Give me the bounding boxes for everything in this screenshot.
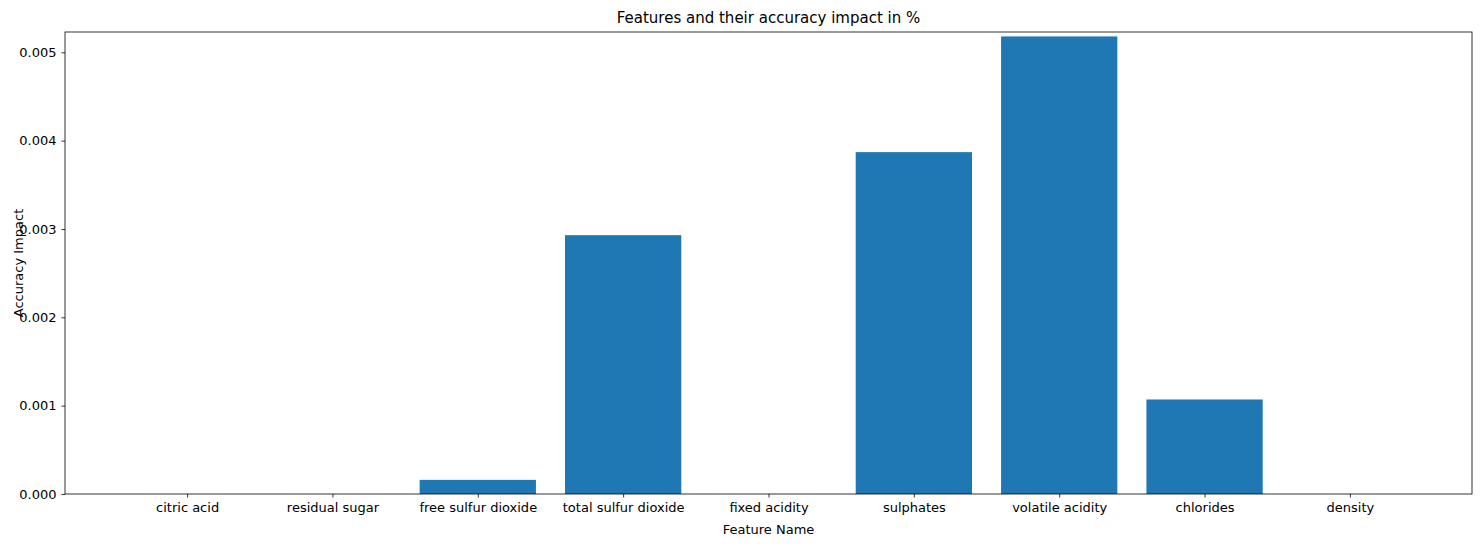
x-tick-label: volatile acidity xyxy=(1012,500,1107,515)
x-tick: fixed acidity xyxy=(729,494,809,515)
x-axis: citric acid residual sugar free sulfur dio… xyxy=(156,494,1374,515)
x-axis-title: Feature Name xyxy=(723,522,815,537)
x-tick-label: fixed acidity xyxy=(729,500,809,515)
x-tick-label: citric acid xyxy=(156,500,219,515)
frame xyxy=(65,32,1472,494)
y-tick-mark xyxy=(62,494,66,495)
y-tick-label: 0.004 xyxy=(19,133,56,148)
x-tick: volatile acidity xyxy=(1012,494,1107,515)
x-tick-label: sulphates xyxy=(883,500,946,515)
x-tick-mark xyxy=(1059,494,1060,498)
y-tick-mark xyxy=(62,229,66,230)
x-tick: chlorides xyxy=(1176,494,1235,515)
y-tick: 0.004 xyxy=(19,133,65,148)
x-tick-label: total sulfur dioxide xyxy=(563,500,685,515)
y-axis: 0.000 0.001 0.002 0.003 0.004 0.005 xyxy=(19,45,65,502)
x-tick-mark xyxy=(187,494,188,498)
y-tick: 0.000 xyxy=(19,487,65,502)
x-tick-mark xyxy=(1350,494,1351,498)
x-tick-mark xyxy=(914,494,915,498)
x-tick-label: residual sugar xyxy=(287,500,380,515)
title: Features and their accuracy impact in % xyxy=(617,9,921,27)
bar xyxy=(1146,399,1262,494)
x-tick-label: chlorides xyxy=(1176,500,1235,515)
x-tick: total sulfur dioxide xyxy=(563,494,685,515)
x-tick: residual sugar xyxy=(287,494,380,515)
y-tick-mark xyxy=(62,52,66,53)
y-tick-mark xyxy=(62,141,66,142)
x-tick-label: free sulfur dioxide xyxy=(419,500,537,515)
x-tick: sulphates xyxy=(883,494,946,515)
bar xyxy=(420,480,536,494)
x-tick: density xyxy=(1327,494,1375,515)
bar xyxy=(856,152,972,494)
y-tick-label: 0.005 xyxy=(19,45,56,60)
x-tick-mark xyxy=(769,494,770,498)
y-tick-mark xyxy=(62,406,66,407)
y-tick: 0.005 xyxy=(19,45,65,60)
y-axis-title: Accuracy Impact xyxy=(11,209,26,317)
chart: citric acid residual sugar free sulfur dio… xyxy=(0,0,1483,547)
x-tick-label: density xyxy=(1327,500,1375,515)
x-tick-mark xyxy=(478,494,479,498)
x-tick-mark xyxy=(623,494,624,498)
bar xyxy=(565,235,681,494)
y-tick-mark xyxy=(62,317,66,318)
plot-area: citric acid residual sugar free sulfur dio… xyxy=(19,32,1472,515)
y-tick-label: 0.000 xyxy=(19,487,56,502)
x-tick: citric acid xyxy=(156,494,219,515)
x-tick: free sulfur dioxide xyxy=(419,494,537,515)
y-tick: 0.003 xyxy=(19,222,65,237)
bars xyxy=(420,36,1263,494)
y-tick: 0.002 xyxy=(19,310,65,325)
x-tick-mark xyxy=(332,494,333,498)
y-tick: 0.001 xyxy=(19,398,65,413)
bar xyxy=(1001,36,1117,494)
y-tick-label: 0.001 xyxy=(19,398,56,413)
x-tick-mark xyxy=(1205,494,1206,498)
